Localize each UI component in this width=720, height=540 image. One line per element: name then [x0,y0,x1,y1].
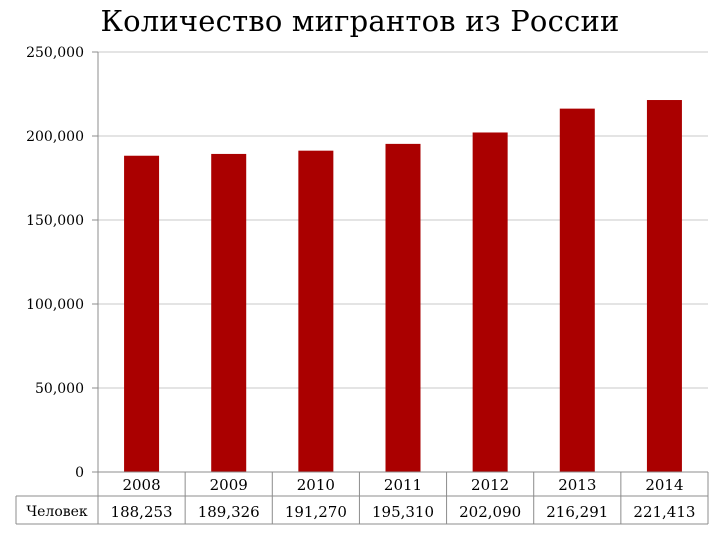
data-value-label: 188,253 [111,503,173,521]
x-category-label: 2009 [210,476,248,494]
data-value-label: 189,326 [198,503,260,521]
y-tick-label: 50,000 [35,381,84,397]
bar [559,108,595,473]
x-category-label: 2011 [384,476,422,494]
bar [124,155,160,472]
data-table: 2008 188,253 2009 189,326 2010 191,270 2011 195… [15,472,709,525]
x-category-label: 2010 [297,476,335,494]
y-tick-label: 150,000 [26,213,84,229]
series-name-label: Человек [26,504,88,520]
y-tick-label: 100,000 [26,297,84,313]
x-category-label: 2012 [471,476,509,494]
bar [298,150,334,473]
bar [646,100,682,473]
data-value-label: 202,090 [459,503,521,521]
bar [211,153,247,473]
y-tick-label: 200,000 [26,129,84,145]
chart-title: Количество мигрантов из России [100,4,620,38]
bar [385,143,421,472]
x-category-label: 2014 [645,476,683,494]
data-value-label: 195,310 [372,503,434,521]
data-value-label: 216,291 [546,503,608,521]
data-value-label: 191,270 [285,503,347,521]
bars [124,100,682,473]
data-value-label: 221,413 [633,503,695,521]
y-tick-label: 250,000 [26,45,84,61]
x-category-label: 2013 [558,476,596,494]
bar [472,132,508,472]
y-axis-ticks: 0 50,000 100,000 150,000 200,000 250,000 [26,45,98,481]
x-category-label: 2008 [122,476,160,494]
axes [97,52,708,473]
y-tick-label: 0 [75,465,84,481]
